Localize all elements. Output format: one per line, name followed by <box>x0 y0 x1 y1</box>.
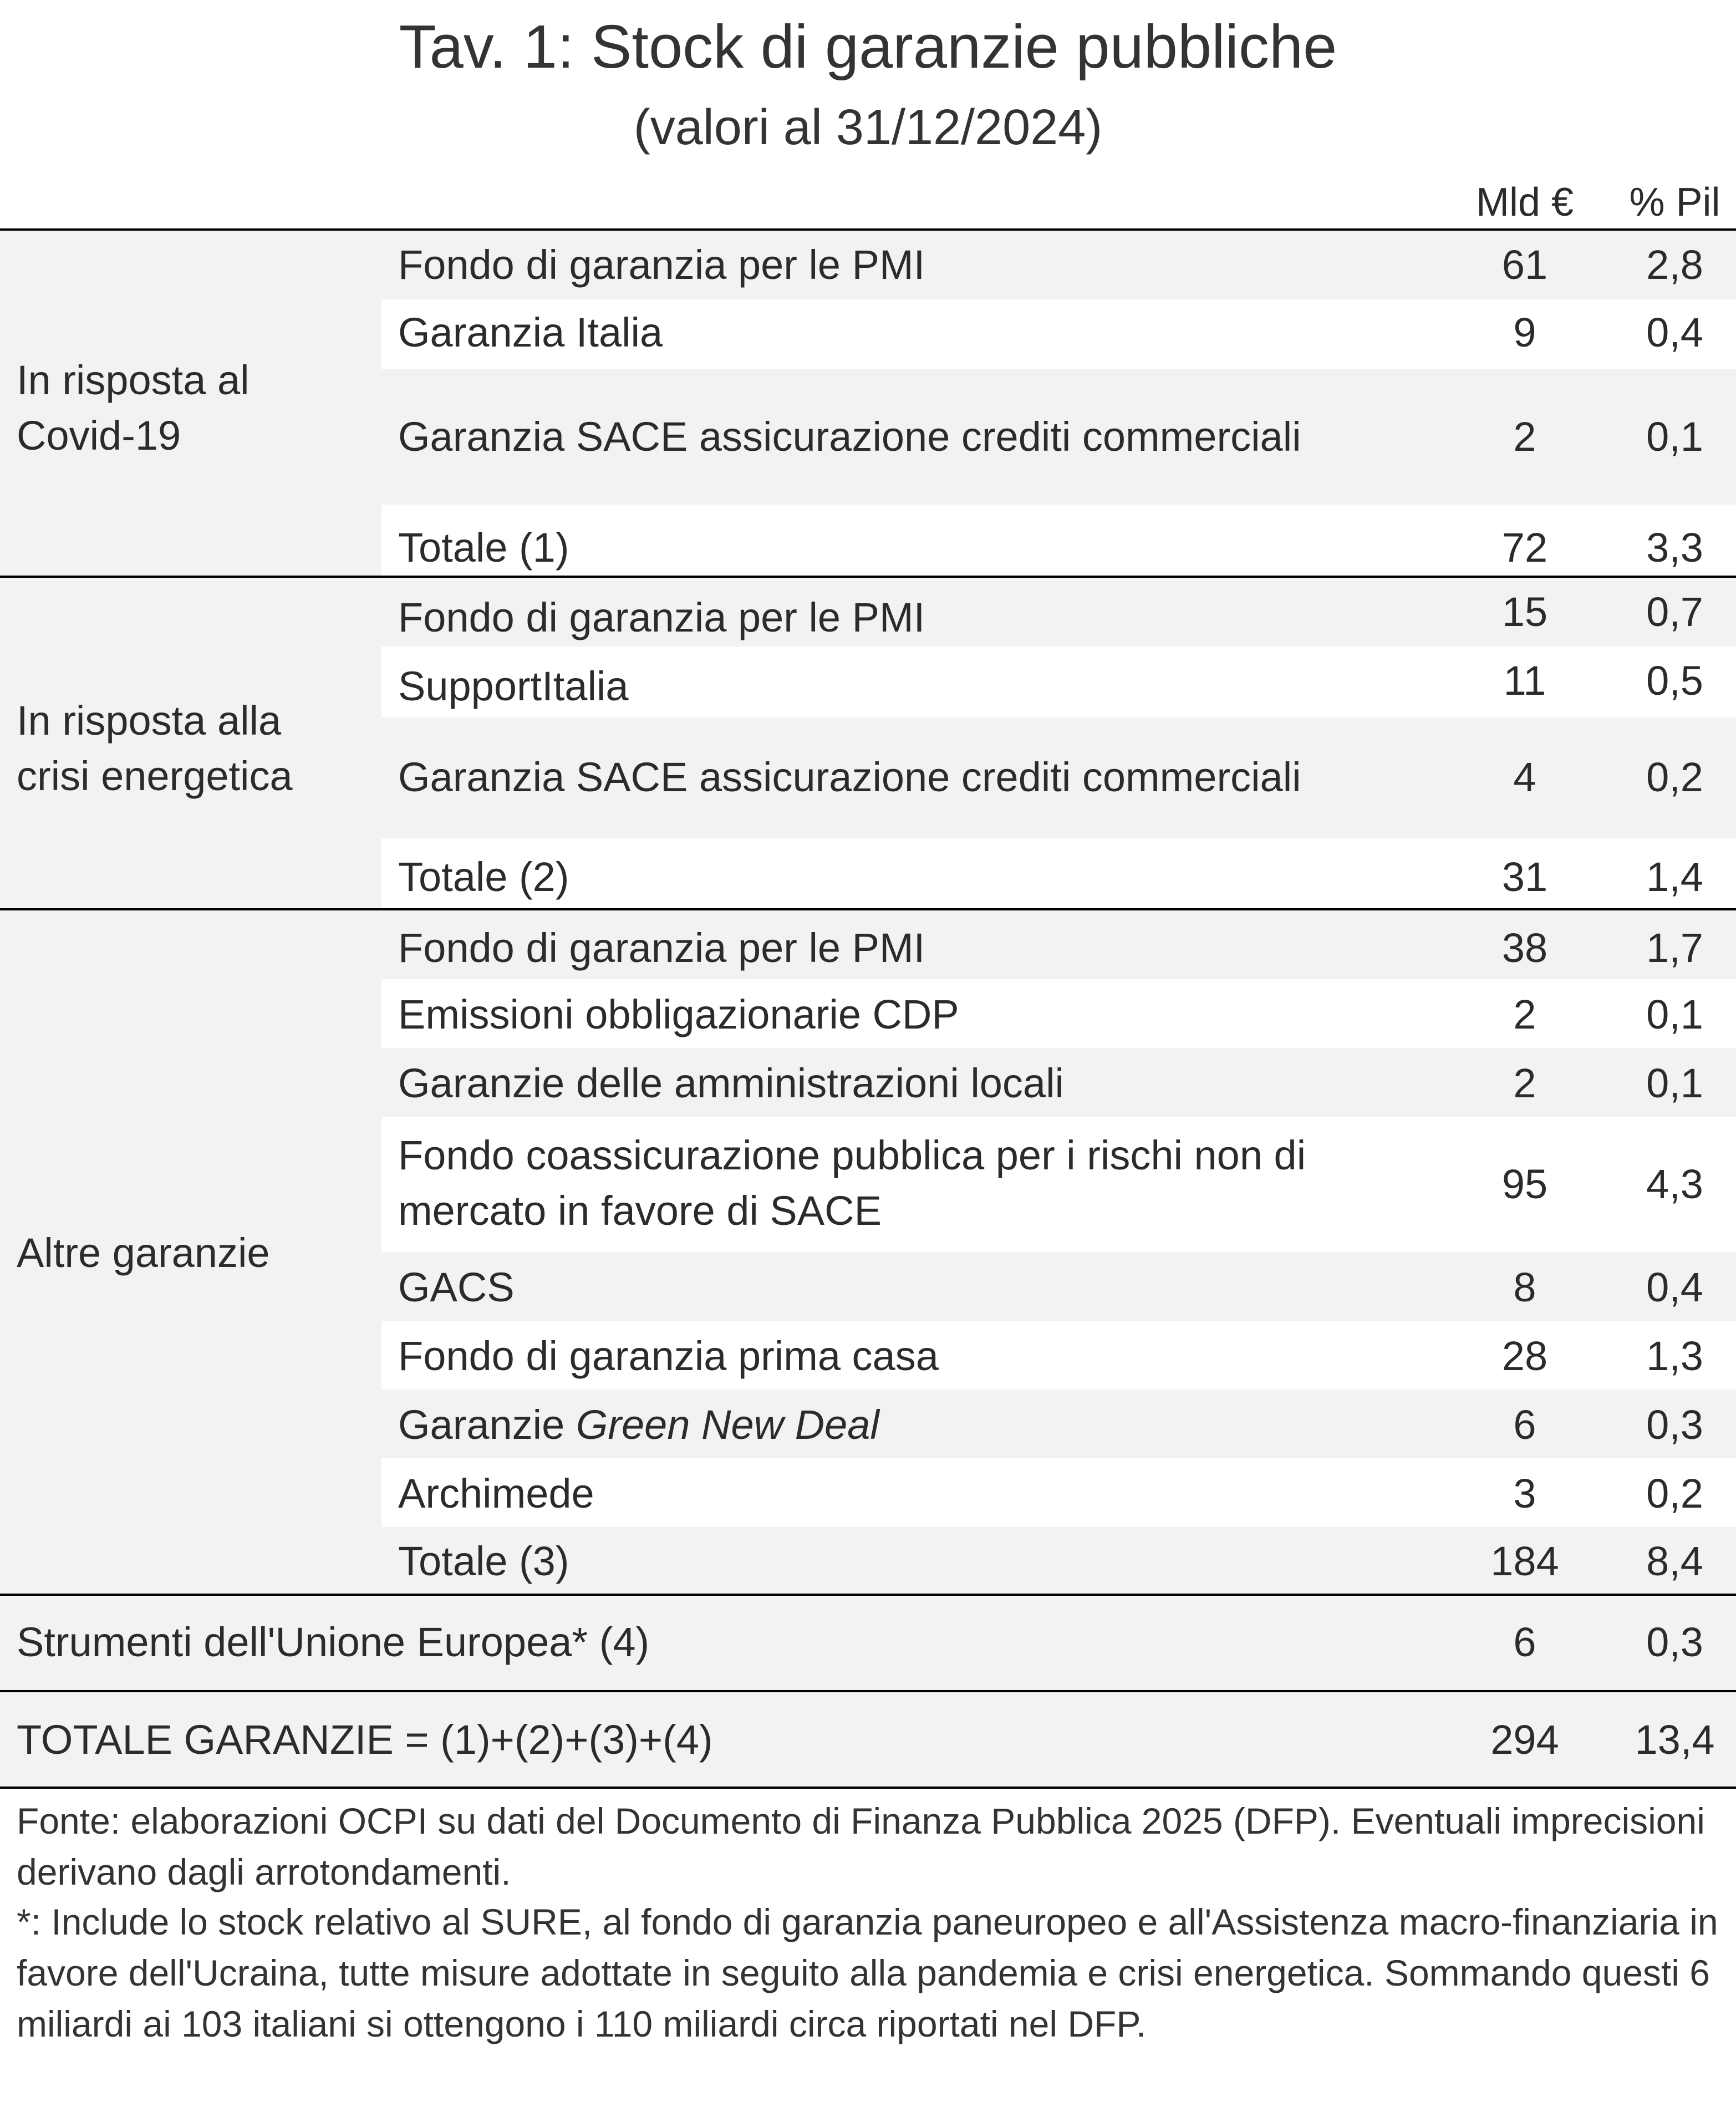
table-row: Garanzia SACE assicurazione crediti comm… <box>381 369 1736 505</box>
row-mld: 4 <box>1513 754 1536 800</box>
table-row: Fondo di garanzia per le PMI 61 2,8 <box>381 231 1736 299</box>
row-pil: 0,2 <box>1646 754 1703 800</box>
group-label-other-text: Altre garanzie <box>17 1230 270 1276</box>
row-pil: 0,7 <box>1646 589 1703 635</box>
table-row: Garanzie delle amministrazioni locali 2 … <box>381 1048 1736 1117</box>
group-rule <box>0 1594 1736 1596</box>
grand-total-label: TOTALE GARANZIE = (1)+(2)+(3)+(4) <box>17 1717 713 1763</box>
table-row: Fondo di garanzia per le PMI 38 1,7 <box>381 910 1736 979</box>
header-rule <box>0 228 1736 231</box>
total-pil: 3,3 <box>1646 525 1703 571</box>
row-pil: 0,4 <box>1646 1264 1703 1310</box>
footnote-note: *: Include lo stock relativo al SURE, al… <box>17 1901 1718 2044</box>
group-rule <box>0 908 1736 910</box>
row-label: SupportItalia <box>398 663 629 709</box>
column-header-pil: % Pil <box>1629 180 1720 225</box>
row-label: Garanzie delle amministrazioni locali <box>398 1060 1064 1106</box>
row-label: Fondo di garanzia per le PMI <box>398 925 925 971</box>
total-mld: 31 <box>1501 854 1548 900</box>
bottom-rule <box>0 1787 1736 1789</box>
table-subtitle: (valori al 31/12/2024) <box>633 100 1103 155</box>
row-mld: 9 <box>1513 309 1536 355</box>
row-label: Fondo di garanzia prima casa <box>398 1333 939 1379</box>
total-label: Totale (3) <box>398 1538 569 1584</box>
row-label: Garanzie Green New Deal <box>398 1397 1435 1453</box>
row-label: Fondo di garanzia per le PMI <box>398 242 925 288</box>
table-row: Garanzia SACE assicurazione crediti comm… <box>381 717 1736 838</box>
row-pil: 1,7 <box>1646 925 1703 971</box>
table-row: SupportItalia 11 0,5 <box>381 647 1736 717</box>
row-pil: 2,8 <box>1646 242 1703 288</box>
row-label: Emissioni obbligazionarie CDP <box>398 991 959 1037</box>
group-rule <box>0 576 1736 578</box>
row-pil: 4,3 <box>1646 1161 1703 1207</box>
row-pil: 0,4 <box>1646 309 1703 355</box>
row-label: Garanzia SACE assicurazione crediti comm… <box>398 754 1301 800</box>
row-label-italic: Green New Deal <box>576 1402 879 1448</box>
grand-total-pil: 13,4 <box>1635 1717 1715 1763</box>
row-mld: 11 <box>1503 658 1546 704</box>
total-pil: 8,4 <box>1646 1538 1703 1584</box>
eu-label: Strumenti dell'Unione Europea* (4) <box>17 1619 650 1665</box>
row-label: Fondo coassicurazione pubblica per i ris… <box>398 1132 1306 1234</box>
row-mld: 2 <box>1513 1060 1536 1106</box>
footnote-source: Fonte: elaborazioni OCPI su dati del Doc… <box>17 1800 1705 1892</box>
row-pil: 0,5 <box>1646 658 1703 704</box>
eu-rule <box>0 1690 1736 1692</box>
total-mld: 72 <box>1501 525 1548 571</box>
row-mld: 95 <box>1501 1161 1548 1207</box>
table-title: Tav. 1: Stock di garanzie pubbliche <box>399 13 1337 81</box>
total-mld: 184 <box>1490 1538 1559 1584</box>
row-mld: 28 <box>1501 1333 1548 1379</box>
group-label-energy-text: In risposta alla crisi energetica <box>17 698 293 799</box>
table-row: Garanzia Italia 9 0,4 <box>381 299 1736 369</box>
total-row: Totale (2) 31 1,4 <box>381 838 1736 908</box>
group-label-covid-text: In risposta al Covid-19 <box>17 357 250 459</box>
eu-mld: 6 <box>1513 1619 1536 1665</box>
eu-row: Strumenti dell'Unione Europea* (4) 6 0,3 <box>0 1596 1736 1690</box>
row-pil: 0,1 <box>1646 1060 1703 1106</box>
grand-total-row: TOTALE GARANZIE = (1)+(2)+(3)+(4) 294 13… <box>0 1692 1736 1787</box>
group-label-other: Altre garanzie <box>17 1225 349 1281</box>
row-mld: 6 <box>1513 1402 1536 1448</box>
total-row: Totale (1) 72 3,3 <box>381 505 1736 576</box>
row-label: Garanzia SACE assicurazione crediti comm… <box>398 414 1301 460</box>
column-header-mld: Mld € <box>1475 180 1574 225</box>
row-pil: 0,1 <box>1646 991 1703 1037</box>
row-mld: 38 <box>1501 925 1548 971</box>
table-row: Fondo coassicurazione pubblica per i ris… <box>381 1117 1736 1252</box>
table-row: Emissioni obbligazionarie CDP 2 0,1 <box>381 979 1736 1048</box>
group-label-covid: In risposta al Covid-19 <box>17 353 349 464</box>
row-label: Archimede <box>398 1470 594 1516</box>
total-pil: 1,4 <box>1646 854 1703 900</box>
row-mld: 2 <box>1513 414 1536 460</box>
row-pil: 0,1 <box>1646 414 1703 460</box>
table-row: Garanzie Green New Deal 6 0,3 <box>381 1390 1736 1458</box>
table-row: GACS 8 0,4 <box>381 1252 1736 1321</box>
grand-total-mld: 294 <box>1490 1717 1559 1763</box>
table-row: Fondo di garanzia per le PMI 15 0,7 <box>381 578 1736 647</box>
row-label: Garanzia Italia <box>398 309 663 355</box>
row-label: GACS <box>398 1264 515 1310</box>
row-mld: 3 <box>1513 1470 1536 1516</box>
table-row: Fondo di garanzia prima casa 28 1,3 <box>381 1321 1736 1390</box>
group-label-energy: In risposta alla crisi energetica <box>17 693 349 804</box>
row-label-prefix: Garanzie <box>398 1402 576 1448</box>
table-row: Archimede 3 0,2 <box>381 1458 1736 1527</box>
total-row: Totale (3) 184 8,4 <box>381 1527 1736 1594</box>
row-mld: 2 <box>1513 991 1536 1037</box>
row-pil: 0,3 <box>1646 1402 1703 1448</box>
row-pil: 0,2 <box>1646 1470 1703 1516</box>
row-mld: 15 <box>1501 589 1548 635</box>
row-mld: 61 <box>1501 242 1548 288</box>
row-pil: 1,3 <box>1646 1333 1703 1379</box>
eu-pil: 0,3 <box>1646 1619 1703 1665</box>
total-label: Totale (1) <box>398 525 569 571</box>
row-mld: 8 <box>1513 1264 1536 1310</box>
row-label: Fondo di garanzia per le PMI <box>398 594 925 640</box>
total-label: Totale (2) <box>398 854 569 900</box>
